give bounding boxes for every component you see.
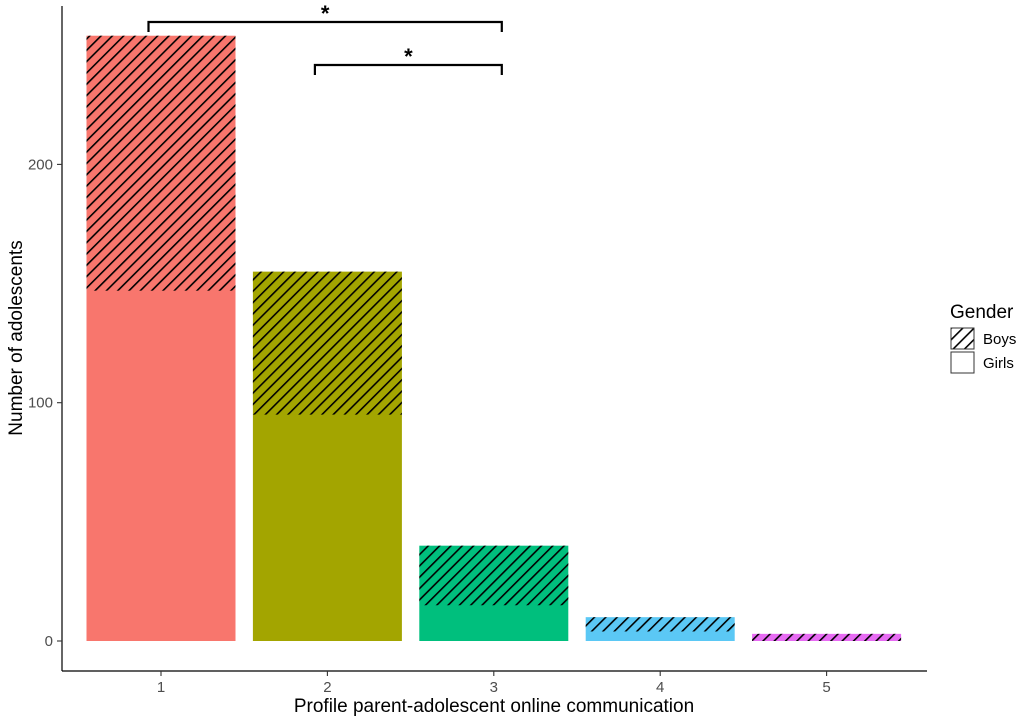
x-tick-label-1: 1 (157, 679, 165, 696)
legend-label-boys: Boys (983, 331, 1016, 348)
significance-brackets: ** (147, 1, 503, 75)
x-axis-title: Profile parent-adolescent online communi… (294, 696, 694, 717)
x-ticks-group: 1 2 3 4 5 (157, 671, 831, 696)
y-tick-label-0: 0 (45, 633, 53, 650)
legend-key-bg-girls (950, 351, 975, 374)
y-tick-label-200: 200 (28, 156, 53, 173)
significance-label-2-3: * (404, 44, 413, 69)
significance-label-1-3: * (321, 1, 330, 26)
x-tick-label-2: 2 (323, 679, 331, 696)
y-ticks-group: 0 100 200 (28, 156, 62, 650)
bar-boys-pattern-2 (252, 271, 402, 415)
x-tick-label-5: 5 (822, 679, 830, 696)
significance-bracket-1-3 (147, 20, 503, 32)
legend-title: Gender (950, 302, 1014, 323)
y-tick-label-100: 100 (28, 395, 53, 412)
bar-boys-pattern-3 (419, 545, 569, 606)
bar-boys-pattern-5 (752, 633, 902, 641)
significance-bracket-2-3 (313, 63, 503, 75)
legend-key-boys (950, 327, 975, 350)
bars-group (86, 35, 902, 641)
x-tick-label-4: 4 (656, 679, 664, 696)
bar-boys-pattern-1 (86, 35, 236, 291)
x-tick-label-3: 3 (490, 679, 498, 696)
bar-boys-pattern-4 (585, 617, 735, 632)
legend-label-girls: Girls (983, 355, 1014, 372)
y-axis-title: Number of adolescents (6, 240, 27, 435)
legend: Gender Boys Girls (950, 302, 1016, 374)
